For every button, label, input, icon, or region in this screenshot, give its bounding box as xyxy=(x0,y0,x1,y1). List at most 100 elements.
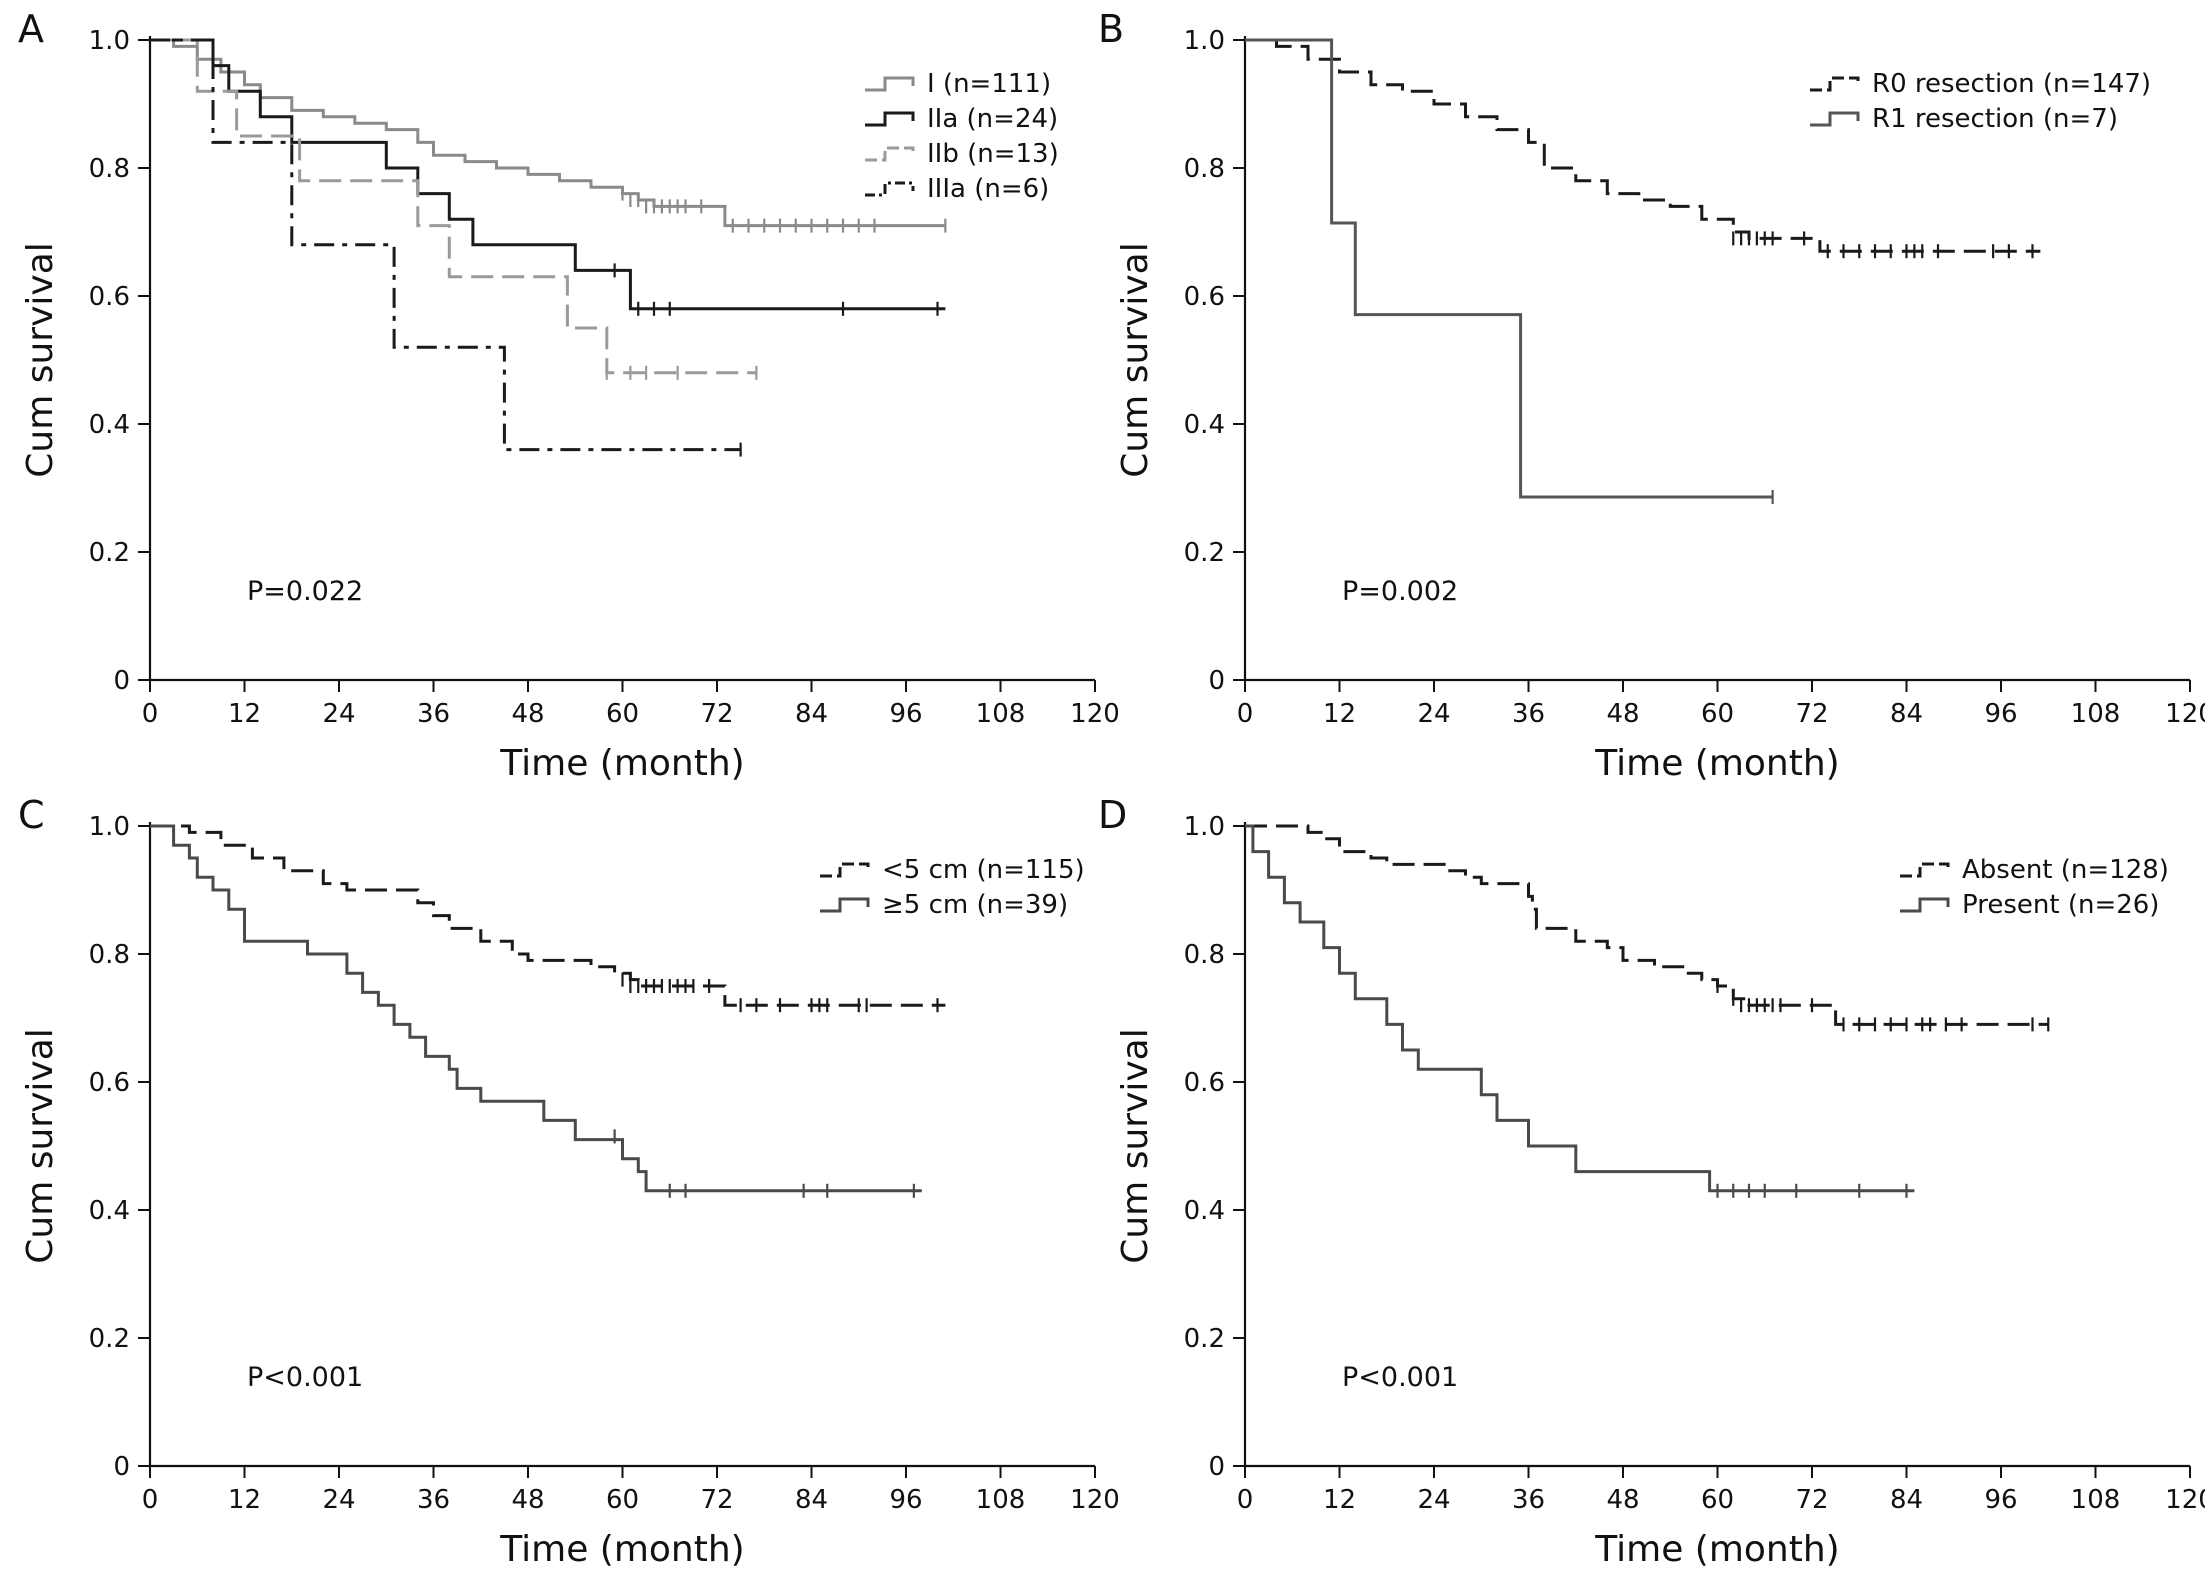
panel-c-xtick-label: 108 xyxy=(976,1485,1026,1515)
panel-c-y-axis-title: Cum survival xyxy=(20,1028,61,1264)
panel-a-xtick-label: 12 xyxy=(228,699,261,729)
panel-b-ytick-label: 1.0 xyxy=(1184,26,1225,56)
panel-d-ytick-label: 0.6 xyxy=(1184,1068,1225,1098)
panel-a-ytick-label: 0 xyxy=(113,666,130,696)
panel-b-xtick-label: 24 xyxy=(1417,699,1450,729)
panel-c-ytick-label: 0.2 xyxy=(89,1324,130,1354)
panel-d-xtick-label: 48 xyxy=(1606,1485,1639,1515)
panel-b-ytick-label: 0.6 xyxy=(1184,282,1225,312)
panel-d-ytick-label: 1.0 xyxy=(1184,812,1225,842)
panel-d-xtick-label: 60 xyxy=(1701,1485,1734,1515)
panel-c-legend-key-2 xyxy=(820,897,870,913)
panel-b-y-axis-title: Cum survival xyxy=(1115,242,1156,478)
panel-c-letter: C xyxy=(18,793,45,837)
panel-d-letter: D xyxy=(1098,793,1127,837)
panel-c-xtick-label: 60 xyxy=(606,1485,639,1515)
panel-a-xtick-label: 24 xyxy=(322,699,355,729)
panel-d-xtick-label: 72 xyxy=(1795,1485,1828,1515)
panel-d-y-axis-title: Cum survival xyxy=(1115,1028,1156,1264)
panel-a-series-1-line xyxy=(150,38,946,228)
panel-a-ytick-label: 0.6 xyxy=(89,282,130,312)
panel-b-xtick-label: 84 xyxy=(1890,699,1923,729)
panel-b-ytick-label: 0 xyxy=(1208,666,1225,696)
panel-d-xtick-label: 0 xyxy=(1237,1485,1254,1515)
panel-b-ytick-label: 0.4 xyxy=(1184,410,1225,440)
panel-a-xtick-label: 72 xyxy=(700,699,733,729)
panel-c-xtick-label: 84 xyxy=(795,1485,828,1515)
panel-b-legend-key-1 xyxy=(1810,76,1860,92)
panel-a-series-2-line xyxy=(150,38,946,311)
panel-d-legend-key-2 xyxy=(1900,897,1950,913)
panel-b-xtick-label: 12 xyxy=(1323,699,1356,729)
panel-d-x-axis-title: Time (month) xyxy=(1594,1529,1839,1570)
panel-d-series-2-line xyxy=(1245,824,1915,1193)
panel-a-legend-key-1 xyxy=(865,76,915,92)
panel-c-ytick-label: 0.8 xyxy=(89,940,130,970)
panel-b-xtick-label: 0 xyxy=(1237,699,1254,729)
panel-c-ytick-label: 0.6 xyxy=(89,1068,130,1098)
panel-a-x-axis-title: Time (month) xyxy=(499,743,744,784)
panel-a-legend-label-4: IIIa (n=6) xyxy=(927,174,1049,204)
panel-a-legend-key-3 xyxy=(865,146,915,162)
panel-c-p-value: P<0.001 xyxy=(247,1362,363,1393)
panel-a-ytick-label: 0.4 xyxy=(89,410,130,440)
panel-a-ytick-label: 1.0 xyxy=(89,26,130,56)
panel-d-xtick-label: 108 xyxy=(2071,1485,2121,1515)
panel-b-series-1-line xyxy=(1245,38,2041,253)
panel-d-ytick-label: 0.4 xyxy=(1184,1196,1225,1226)
panel-a-xtick-label: 108 xyxy=(976,699,1026,729)
panel-b-xtick-label: 108 xyxy=(2071,699,2121,729)
panel-c-ytick-label: 1.0 xyxy=(89,812,130,842)
panel-a-legend-label-1: I (n=111) xyxy=(927,69,1051,99)
panel-b: B 0 12 24 36 48 60 72 84 96 108 120 0 0.2 0.4 0.6 0.8 1.0… xyxy=(1098,7,2205,784)
panel-b-xtick-label: 36 xyxy=(1512,699,1545,729)
panel-a-legend-label-2: IIa (n=24) xyxy=(927,104,1058,134)
panel-a: A 0 12 24 36 48 60 72 84 96 108 120 0 0.2 0.4 0.6 0.8 1.0… xyxy=(18,7,1120,784)
panel-d-xtick-label: 84 xyxy=(1890,1485,1923,1515)
panel-b-legend-label-1: R0 resection (n=147) xyxy=(1872,69,2151,99)
panel-c-legend-label-1: <5 cm (n=115) xyxy=(882,855,1085,885)
panel-c-xtick-label: 24 xyxy=(322,1485,355,1515)
panel-b-ytick-label: 0.2 xyxy=(1184,538,1225,568)
panel-c-xtick-label: 0 xyxy=(142,1485,159,1515)
panel-c-ytick-label: 0.4 xyxy=(89,1196,130,1226)
panel-d-xtick-label: 96 xyxy=(1984,1485,2017,1515)
panel-a-legend-label-3: IIb (n=13) xyxy=(927,139,1059,169)
panel-a-series-4-line xyxy=(150,38,741,452)
panel-a-ytick-label: 0.8 xyxy=(89,154,130,184)
panel-a-xtick-label: 0 xyxy=(142,699,159,729)
panel-d-ytick-label: 0.8 xyxy=(1184,940,1225,970)
panel-d-series-1-line xyxy=(1245,824,2049,1026)
panel-d-xtick-label: 36 xyxy=(1512,1485,1545,1515)
panel-b-series-2-line xyxy=(1245,38,1773,499)
panel-b-xtick-label: 60 xyxy=(1701,699,1734,729)
panel-b-xtick-label: 96 xyxy=(1984,699,2017,729)
panel-c-xtick-label: 120 xyxy=(1070,1485,1120,1515)
panel-d-xtick-label: 24 xyxy=(1417,1485,1450,1515)
panel-a-legend-key-2 xyxy=(865,111,915,127)
panel-a-ytick-label: 0.2 xyxy=(89,538,130,568)
panel-d-legend-label-2: Present (n=26) xyxy=(1962,890,2159,920)
panel-d: D 0 12 24 36 48 60 72 84 96 108 120 0 0.2 0.4 0.6 0.8 1.0… xyxy=(1098,793,2205,1570)
panel-a-xtick-label: 96 xyxy=(889,699,922,729)
panel-b-xtick-label: 72 xyxy=(1795,699,1828,729)
panel-a-letter: A xyxy=(18,7,44,51)
panel-d-p-value: P<0.001 xyxy=(1342,1362,1458,1393)
panel-c-xtick-label: 72 xyxy=(700,1485,733,1515)
panel-d-legend-label-1: Absent (n=128) xyxy=(1962,855,2169,885)
panel-d-xtick-label: 120 xyxy=(2165,1485,2205,1515)
panel-b-legend-label-2: R1 resection (n=7) xyxy=(1872,104,2118,134)
panel-a-p-value: P=0.022 xyxy=(247,576,363,607)
panel-b-letter: B xyxy=(1098,7,1124,51)
panel-c-series-1-line xyxy=(150,824,946,1007)
panel-a-series-3-line xyxy=(150,38,757,375)
panel-c-xtick-label: 48 xyxy=(511,1485,544,1515)
panel-a-xtick-label: 60 xyxy=(606,699,639,729)
panel-a-xtick-label: 36 xyxy=(417,699,450,729)
panel-c-xtick-label: 96 xyxy=(889,1485,922,1515)
panel-a-xtick-label: 84 xyxy=(795,699,828,729)
panel-b-ytick-label: 0.8 xyxy=(1184,154,1225,184)
panel-a-xtick-label: 48 xyxy=(511,699,544,729)
panel-c-ytick-label: 0 xyxy=(113,1452,130,1482)
